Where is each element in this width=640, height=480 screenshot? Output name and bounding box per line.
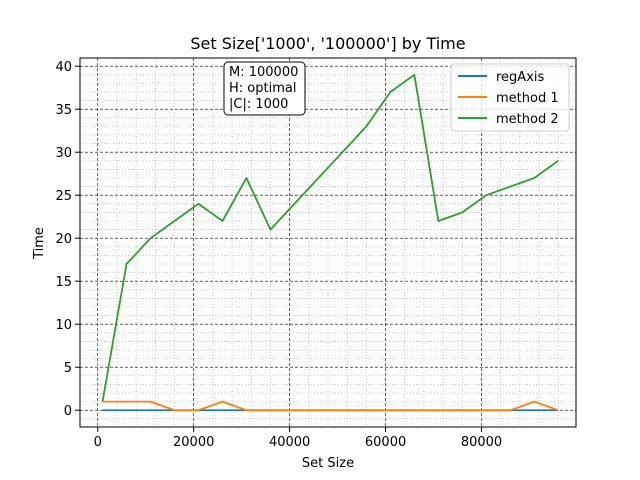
y-tick-label: 10: [55, 318, 72, 333]
y-tick-label: 30: [55, 146, 72, 161]
x-tick-label: 60000: [365, 435, 406, 450]
grid: [80, 58, 576, 427]
x-tick-label: 0: [94, 435, 102, 450]
x-tick-label: 20000: [173, 435, 214, 450]
legend: regAxis method 1 method 2: [450, 63, 570, 132]
annotation-line-2: H: optimal: [229, 81, 296, 96]
y-tick-label: 5: [64, 361, 72, 376]
legend-label-regaxis: regAxis: [496, 70, 545, 85]
annotation-line-3: |C|: 1000: [229, 97, 288, 112]
y-tick-label: 15: [55, 275, 72, 290]
series-line-method-1: [102, 400, 559, 412]
legend-label-method-2: method 2: [496, 112, 559, 127]
series-line-method-2: [101, 73, 559, 402]
annotation-line-1: M: 100000: [229, 65, 298, 80]
plot-lines: [101, 73, 559, 412]
y-tick-label: 40: [55, 60, 72, 75]
chart-title: Set Size['1000', '100000'] by Time: [190, 34, 465, 53]
y-axis-label: Time: [32, 227, 47, 260]
x-axis-label: Set Size: [302, 456, 354, 471]
plot-frame: [79, 57, 577, 428]
y-tick-label: 0: [64, 404, 72, 419]
y-tick-label: 20: [55, 232, 72, 247]
x-tick-label: 40000: [269, 435, 310, 450]
y-axis-ticks: 0 5 10 15 20 25 30 35 40: [55, 60, 80, 419]
annotation-box: M: 100000 H: optimal |C|: 1000: [223, 61, 306, 116]
x-axis-ticks: 0 20000 40000 60000 80000: [94, 427, 502, 450]
y-tick-label: 35: [55, 103, 72, 118]
y-tick-label: 25: [55, 189, 72, 204]
x-tick-label: 80000: [461, 435, 502, 450]
legend-label-method-1: method 1: [496, 91, 559, 106]
